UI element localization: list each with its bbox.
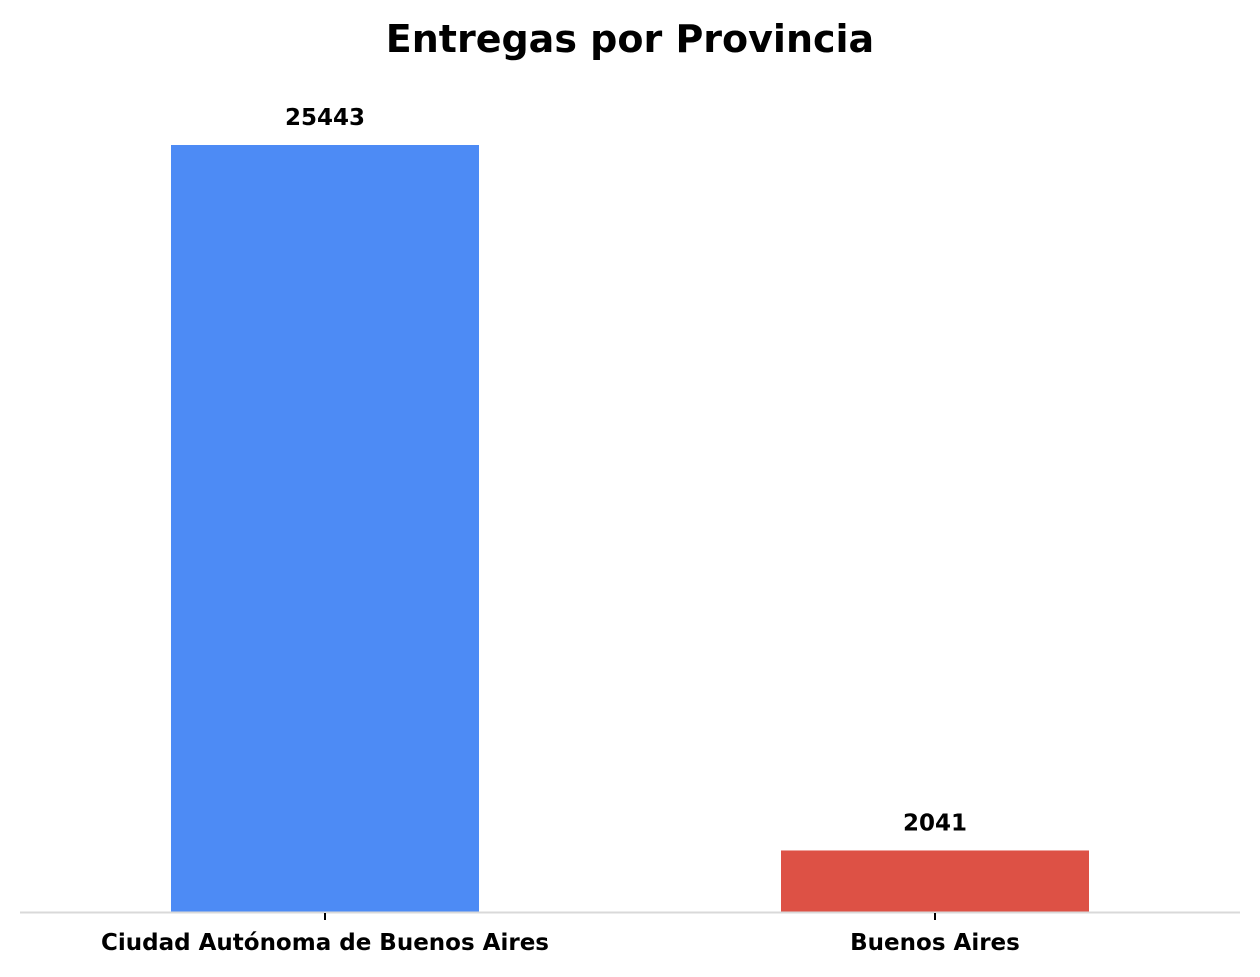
- bar-buenos-aires: [781, 850, 1089, 912]
- x-tick-labels-group: Ciudad Autónoma de Buenos Aires Buenos Ai…: [101, 930, 1020, 956]
- x-tick-label-buenos-aires: Buenos Aires: [850, 930, 1020, 956]
- data-label-buenos-aires: 2041: [903, 810, 967, 836]
- x-ticks-group: [324, 913, 936, 920]
- x-tick-label-ciudad-autonoma-de-buenos-aires: Ciudad Autónoma de Buenos Aires: [101, 930, 549, 956]
- chart-title: Entregas por Provincia: [386, 17, 874, 61]
- bars-group: [171, 145, 1089, 912]
- data-label-ciudad-autonoma-de-buenos-aires: 25443: [285, 105, 365, 131]
- data-labels-group: 25443 2041: [285, 105, 967, 836]
- bar-ciudad-autonoma-de-buenos-aires: [171, 145, 479, 912]
